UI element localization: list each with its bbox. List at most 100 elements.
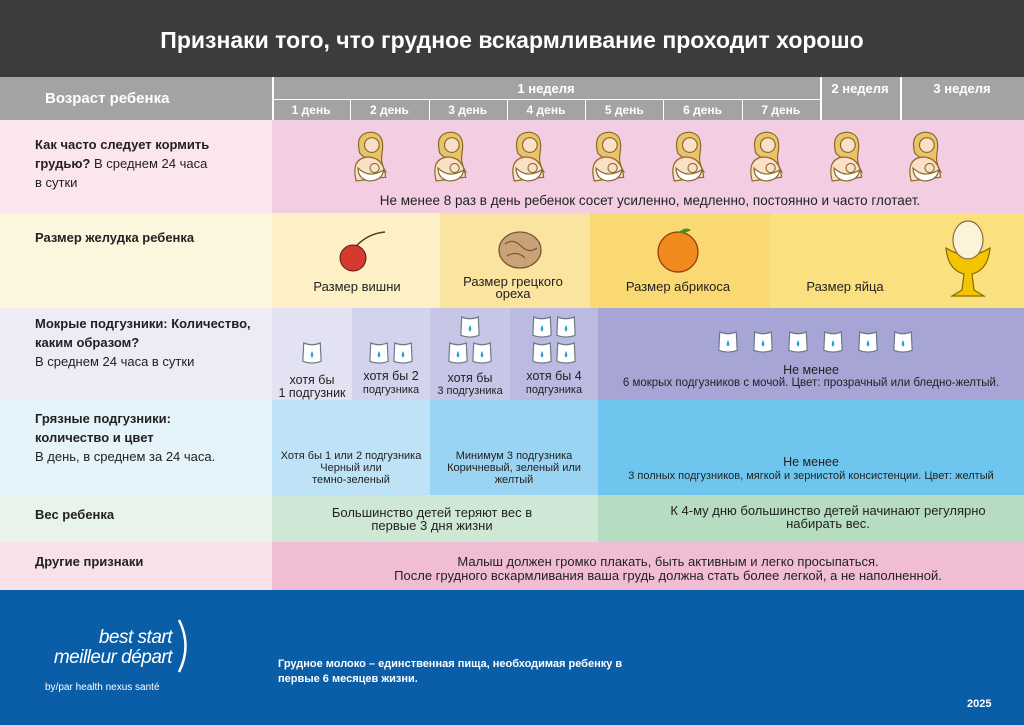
cell-text: 3 подгузника	[437, 385, 503, 397]
row-bg	[272, 495, 598, 542]
diaper-icon	[555, 315, 577, 339]
cell-text: первые 3 дня жизни	[371, 518, 493, 533]
cell-text: Черный или	[320, 462, 382, 474]
row-label-bold: Грязные подгузники: количество и цвет	[35, 411, 171, 445]
mom-icon	[902, 129, 948, 185]
cell-text: набирать вес.	[786, 516, 870, 531]
row-note: В среднем 24 часа в сутки	[35, 156, 208, 190]
day-label: 7 день	[761, 103, 801, 117]
byline: by/par health nexus santé	[45, 682, 160, 693]
cell-text: 1 подгузник	[278, 386, 346, 400]
diaper-icon	[471, 341, 493, 365]
row-note: В день, в среднем за 24 часа.	[35, 449, 216, 464]
divider	[741, 100, 743, 120]
cell-text: хотя бы 4	[526, 369, 582, 383]
divider	[350, 100, 352, 120]
diaper-icon	[459, 315, 481, 339]
row-bg	[598, 308, 1024, 400]
year: 2025	[967, 698, 992, 710]
divider	[820, 77, 822, 120]
row-note: В среднем 24 часа в сутки	[35, 354, 195, 369]
logo-en: best start	[98, 627, 173, 648]
divider	[585, 100, 587, 120]
diaper-icon	[822, 330, 844, 354]
cell-text: подгузника	[525, 384, 583, 396]
day-label: 1 день	[291, 103, 331, 117]
row-label: Грязные подгузники: количество и цвет В д…	[35, 409, 225, 466]
title: Признаки того, что грудное вскармливание…	[160, 27, 864, 53]
diaper-icon	[368, 341, 390, 365]
logo-fr: meilleur départ	[53, 647, 173, 668]
row-bg	[510, 308, 598, 400]
row-label-bold: Мокрые подгузники: Количество, каким обр…	[35, 316, 251, 350]
mom-icon	[585, 129, 631, 185]
cell-text: хотя бы 2	[363, 369, 419, 383]
row-bg	[352, 308, 430, 400]
egg-icon	[945, 220, 991, 297]
cell-text: 3 полных подгузников, мягкой и зернистой…	[628, 470, 994, 482]
cell-text: 6 мокрых подгузников с мочой. Цвет: проз…	[622, 377, 1000, 389]
day-label: 6 день	[683, 103, 723, 117]
diaper-icon	[752, 330, 774, 354]
mom-icon	[347, 129, 393, 185]
row-bg	[598, 400, 1024, 495]
row-bg	[430, 400, 598, 495]
cell-text: Большинство детей теряют вес в	[331, 505, 533, 520]
apricot-icon	[657, 228, 699, 273]
cell-text: темно-зеленый	[312, 474, 390, 486]
row-label: Другие признаки	[35, 554, 144, 569]
diaper-icon	[787, 330, 809, 354]
diaper-icon	[447, 341, 469, 365]
cell-text: желтый	[494, 474, 534, 486]
row-label-bg	[0, 120, 272, 213]
row-bg	[272, 400, 430, 495]
diaper-icon	[555, 341, 577, 365]
row-bg	[598, 495, 1024, 542]
diaper-icon	[531, 341, 553, 365]
diaper-icon	[857, 330, 879, 354]
mom-icon	[743, 129, 789, 185]
row-label: Размер желудка ребенка	[35, 230, 195, 245]
row-label-bg	[0, 213, 272, 308]
divider	[900, 77, 902, 120]
cell-text: хотя бы	[289, 373, 335, 387]
week-label: 2 неделя	[831, 81, 889, 96]
header-bar	[0, 77, 1024, 120]
mom-icon	[505, 129, 551, 185]
age-label: Возраст ребенка	[45, 90, 170, 107]
diaper-icon	[717, 330, 739, 354]
divider	[272, 77, 274, 120]
logo-bracket	[177, 619, 187, 673]
diaper-icon	[301, 341, 323, 365]
cell-text: Малыш должен громко плакать, быть активн…	[457, 554, 879, 569]
divider	[663, 100, 665, 120]
cell-text: Минимум 3 подгузника	[455, 450, 573, 462]
row-label: Вес ребенка	[35, 507, 115, 522]
title-bar	[0, 0, 1024, 77]
row-bg	[272, 542, 1024, 590]
cell-text: Размер абрикоса	[625, 279, 731, 294]
cherry-icon	[339, 231, 386, 272]
diaper-icon	[392, 341, 414, 365]
cell-text: Не менее	[783, 455, 839, 469]
tagline: Грудное молоко – единственная пища, необ…	[278, 658, 623, 670]
row-bg	[272, 120, 1024, 213]
cell-text: Хотя бы 1 или 2 подгузника	[280, 450, 422, 462]
divider	[506, 100, 508, 120]
walnut-icon	[498, 231, 542, 269]
row-label-bg	[0, 400, 272, 495]
divider	[272, 99, 820, 100]
cell-text: Не менее 8 раз в день ребенок сосет усил…	[379, 193, 921, 208]
row-label-bg	[0, 542, 272, 590]
day-label: 2 день	[369, 103, 409, 117]
diaper-icon	[531, 315, 553, 339]
week-label: 3 неделя	[933, 81, 991, 96]
row-label-bold: Как часто следует кормить грудью?	[35, 137, 210, 171]
cell-text: подгузника	[362, 384, 420, 396]
diaper-icon	[892, 330, 914, 354]
cell-text: Размер вишни	[313, 279, 401, 294]
footer-bg	[0, 590, 1024, 725]
row-label-bg	[0, 495, 272, 542]
cell-text: Не менее	[783, 363, 839, 377]
